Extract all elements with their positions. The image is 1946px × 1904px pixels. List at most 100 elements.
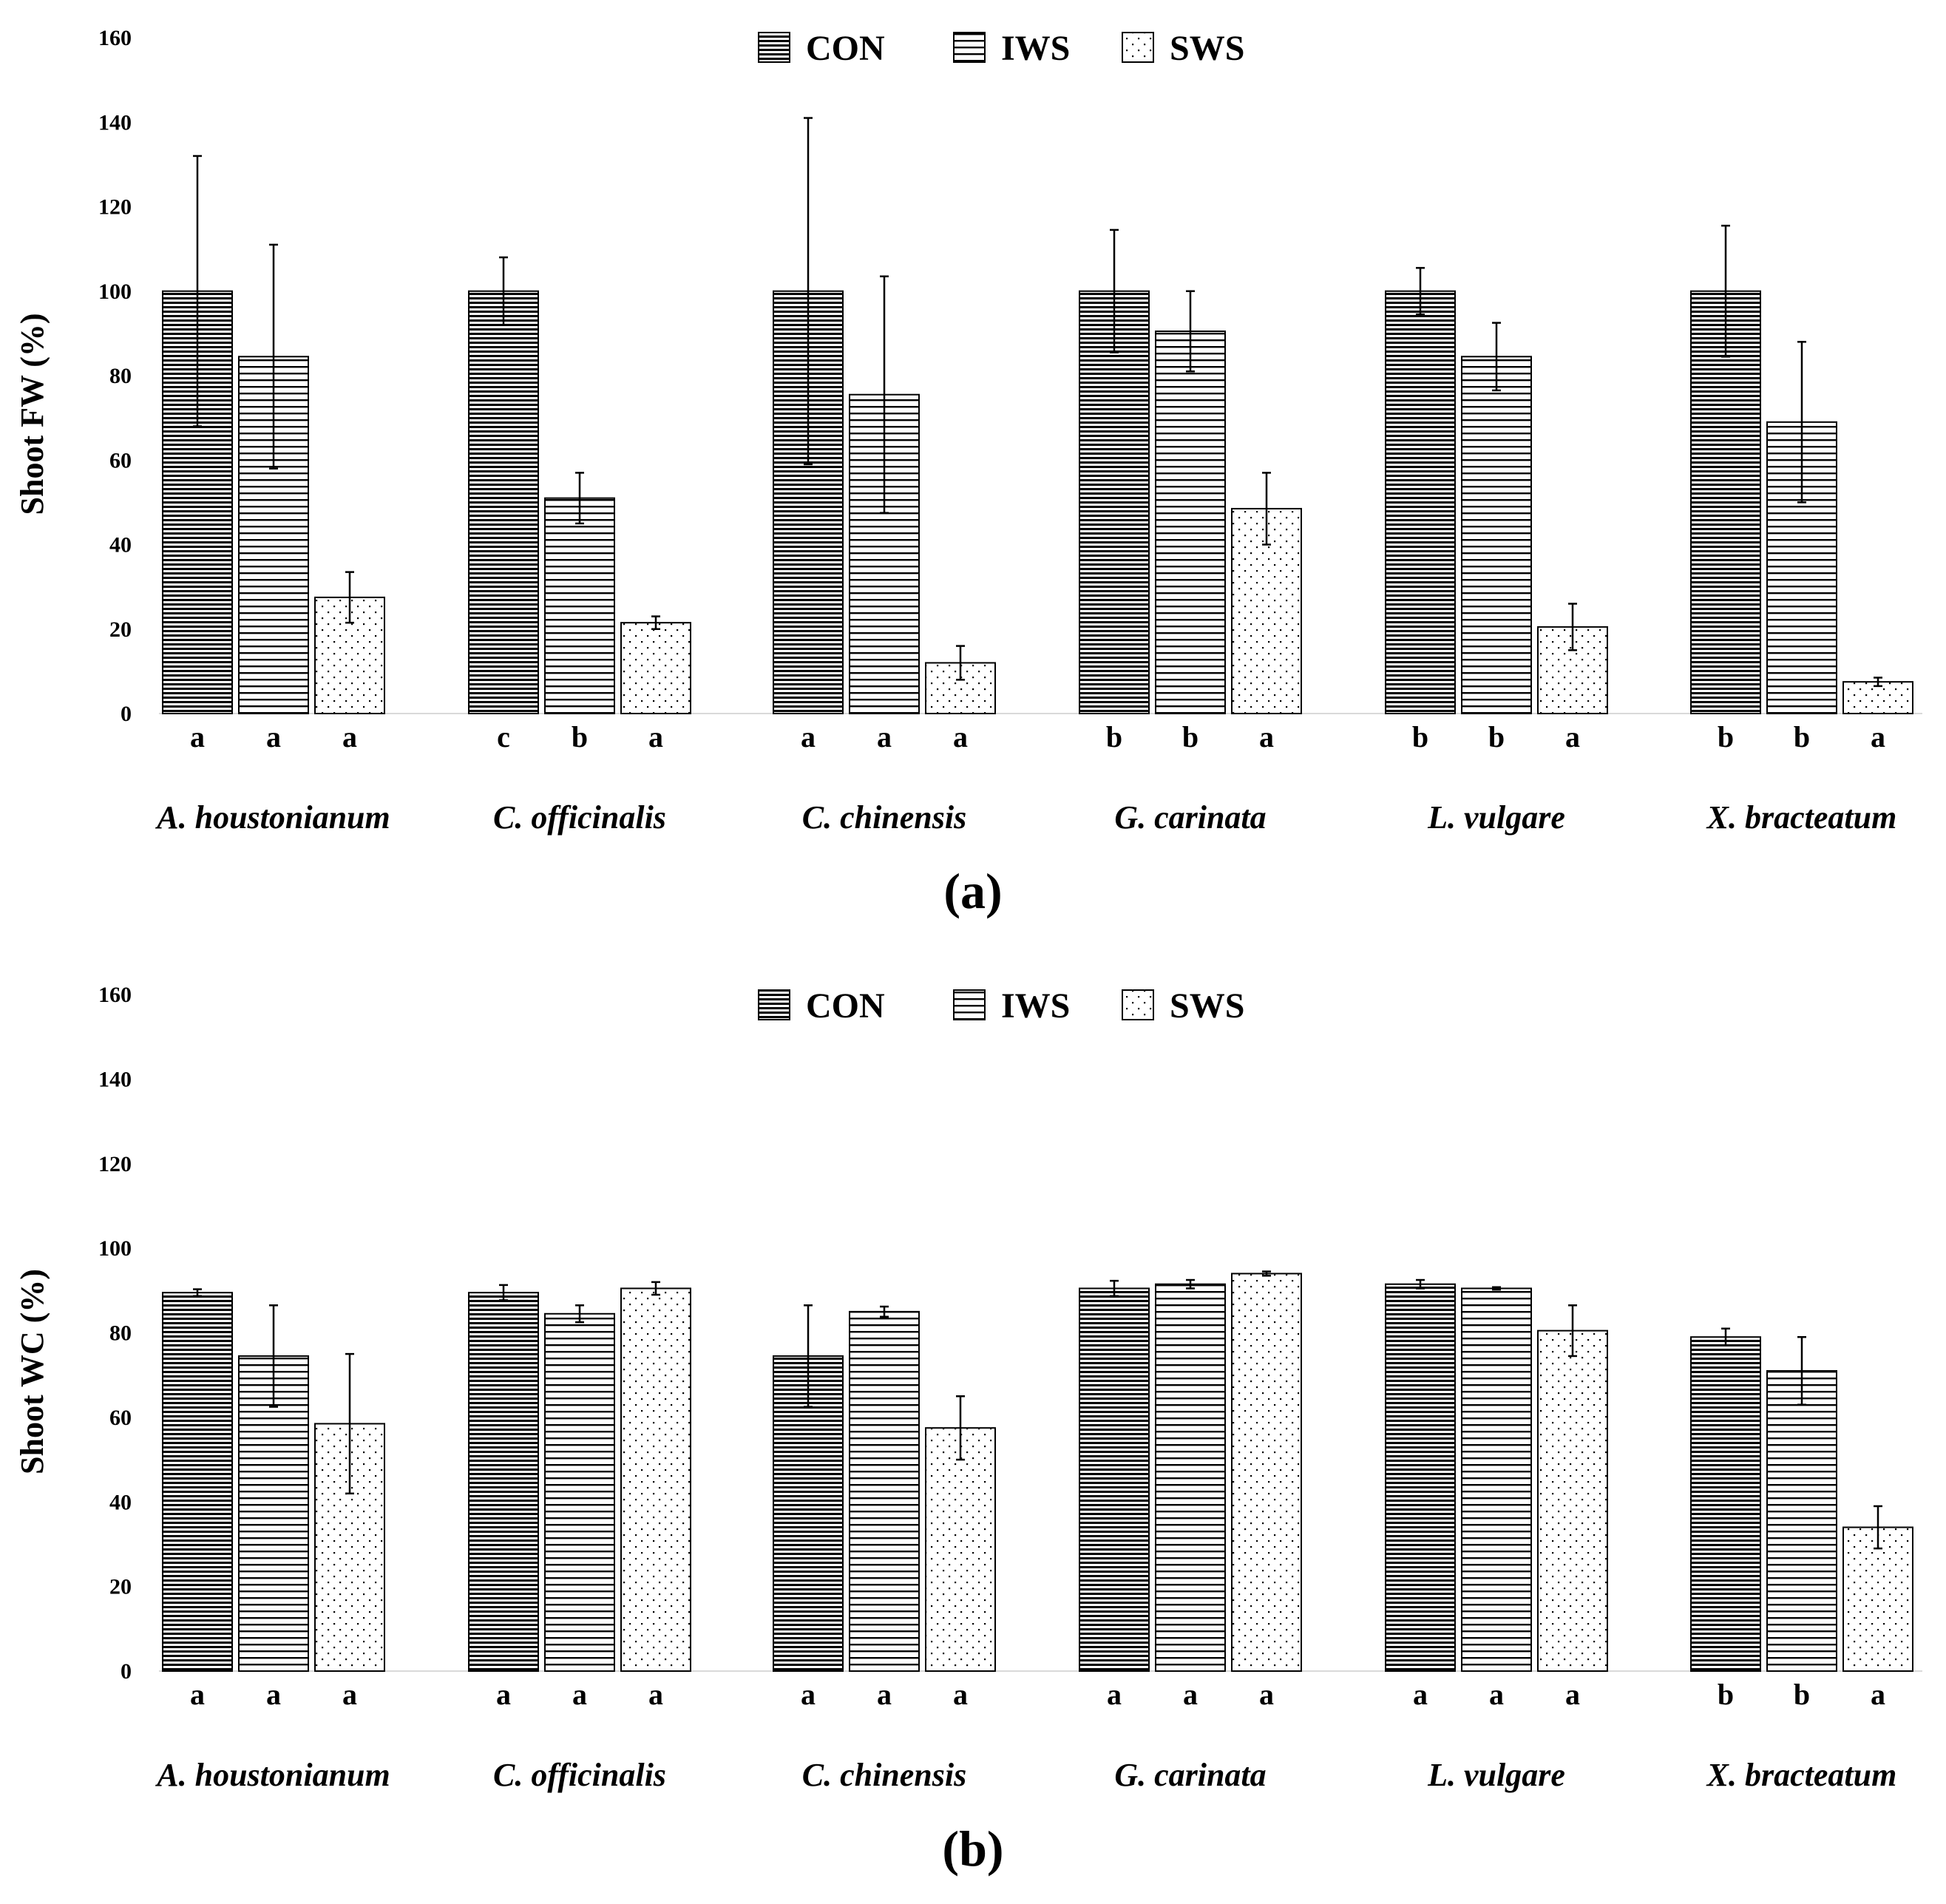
y-tick-label: 40 [109, 1490, 132, 1514]
significance-letter: a [190, 720, 205, 753]
bar-con [1079, 1287, 1150, 1672]
category-label: C. officinalis [493, 799, 666, 836]
bar-con [162, 1292, 233, 1672]
significance-letter: a [266, 720, 281, 753]
significance-letter: b [1412, 720, 1428, 753]
y-tick-label: 160 [98, 983, 132, 1007]
bar-con [468, 1292, 539, 1672]
panel-label-close: ) [986, 863, 1003, 919]
significance-letter: a [953, 720, 968, 753]
significance-letter: a [1871, 1678, 1885, 1711]
legend-label-iws: IWS [1001, 986, 1070, 1026]
significance-letter: b [1106, 720, 1122, 753]
bar-iws [238, 1355, 309, 1672]
chart-panel-a: 0 20 40 60 80 100 120 140 160 Shoot FW (%) a c a b b b a… [14, 26, 1922, 919]
category-label: A. houstonianum [155, 799, 390, 836]
legend-swatch-con [758, 32, 790, 63]
significance-letter: a [1871, 720, 1885, 753]
significance-letter: b [1794, 720, 1810, 753]
bar-sws [620, 622, 691, 715]
significance-letter: a [1565, 1678, 1580, 1711]
legend-label-con: CON [806, 29, 885, 68]
y-tick-label: 60 [109, 1406, 132, 1430]
category-label: C. chinensis [802, 799, 967, 836]
bar-con [1079, 290, 1150, 714]
bar-iws [1461, 356, 1532, 714]
bar-con [468, 290, 539, 714]
significance-letter: a [877, 720, 892, 753]
significance-letter: a [1489, 1678, 1504, 1711]
significance-letter: a [1565, 720, 1580, 753]
bar-sws [620, 1287, 691, 1672]
significance-letter: a [342, 1678, 357, 1711]
panel-label: (a) [943, 863, 1002, 919]
bar-iws [1766, 1369, 1837, 1672]
panel-label-close: ) [987, 1820, 1004, 1877]
significance-letter: c [497, 720, 510, 753]
significance-letter: a [953, 1678, 968, 1711]
bar-sws [1842, 1526, 1913, 1672]
legend: CON IWS SWS [758, 986, 1244, 1026]
significance-letter: a [1259, 720, 1274, 753]
y-axis-label: Shoot FW (%) [14, 314, 50, 515]
bar-iws [1461, 1287, 1532, 1672]
bar-iws [544, 1312, 615, 1672]
significance-letter: b [1718, 720, 1734, 753]
legend-label-sws: SWS [1170, 986, 1244, 1026]
significance-letter: a [190, 1678, 205, 1711]
significance-letter: a [1413, 1678, 1428, 1711]
significance-letter: a [1183, 1678, 1198, 1711]
significance-letter: a [572, 1678, 587, 1711]
category-label: L. vulgare [1427, 799, 1565, 836]
panel-label-open: ( [942, 1820, 959, 1877]
legend-swatch-sws [1122, 989, 1154, 1020]
legend-label-iws: IWS [1001, 29, 1070, 68]
bar-sws [1537, 1329, 1608, 1672]
significance-letter: a [1259, 1678, 1274, 1711]
y-tick-label: 0 [121, 1659, 132, 1684]
bar-con [1690, 1336, 1761, 1672]
bar-con [1385, 1283, 1456, 1672]
y-tick-label: 160 [98, 26, 132, 50]
y-axis-label: Shoot WC (%) [14, 1269, 50, 1474]
bar-con [1690, 290, 1761, 714]
panel-label: (b) [942, 1820, 1003, 1877]
significance-letter: b [1488, 720, 1505, 753]
significance-letter: a [877, 1678, 892, 1711]
significance-letter: a [1107, 1678, 1122, 1711]
panel-label-letter: a [960, 863, 986, 919]
category-label: A. houstonianum [155, 1757, 390, 1793]
y-tick-label: 0 [121, 702, 132, 726]
category-label: X. bracteatum [1706, 1757, 1897, 1793]
y-tick-label: 20 [109, 617, 132, 642]
category-label: C. officinalis [493, 1757, 666, 1793]
significance-letter: a [648, 1678, 663, 1711]
significance-letter: b [572, 720, 588, 753]
legend-swatch-sws [1122, 32, 1154, 63]
panel-label-open: ( [943, 863, 960, 919]
bar-con [1385, 290, 1456, 714]
y-tick-label: 20 [109, 1575, 132, 1599]
y-tick-label: 100 [98, 1236, 132, 1261]
y-tick-label: 80 [109, 364, 132, 388]
legend-label-con: CON [806, 986, 885, 1026]
significance-letter: a [496, 1678, 511, 1711]
bar-iws [1155, 331, 1226, 714]
bar-iws [544, 497, 615, 714]
panel-label-letter: b [959, 1820, 987, 1877]
significance-letter: a [801, 720, 816, 753]
significance-letter: a [801, 1678, 816, 1711]
bar-sws [925, 1427, 996, 1672]
legend-swatch-con [758, 989, 790, 1020]
legend: CON IWS SWS [758, 29, 1244, 68]
chart-panel-b: 0 20 40 60 80 100 120 140 160 Shoot WC (%) a a a a a b a… [14, 983, 1922, 1877]
y-tick-label: 120 [98, 195, 132, 220]
significance-letter: a [342, 720, 357, 753]
bar-sws [1231, 1273, 1302, 1672]
y-tick-label: 40 [109, 533, 132, 558]
y-tick-label: 140 [98, 1067, 132, 1091]
significance-letter: a [266, 1678, 281, 1711]
category-label: L. vulgare [1427, 1757, 1565, 1793]
y-tick-label: 120 [98, 1152, 132, 1176]
significance-letter: b [1794, 1678, 1810, 1711]
